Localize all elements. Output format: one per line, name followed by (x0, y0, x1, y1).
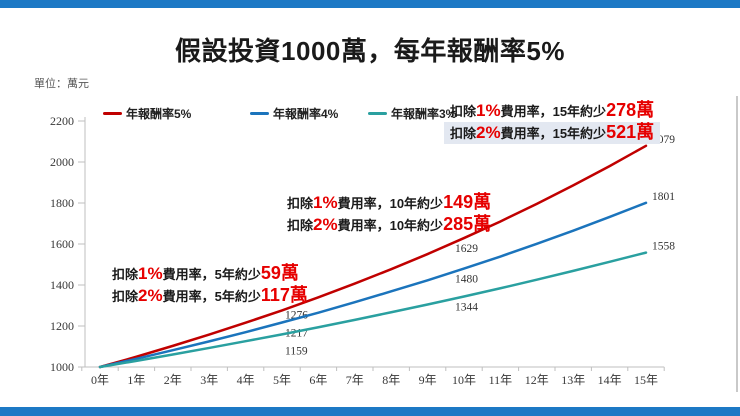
annotation-line: 扣除2%費用率，15年約少521萬 (444, 122, 661, 144)
svg-text:11年: 11年 (489, 373, 513, 387)
page-title: 假設投資1000萬，每年報酬率5% (175, 36, 565, 66)
annotation-segment: 扣除 (287, 218, 314, 233)
svg-text:1801: 1801 (652, 191, 675, 203)
svg-text:0年: 0年 (91, 373, 109, 387)
annotation-segment: 費用率，5年約少 (162, 267, 261, 282)
legend-item: 年報酬率3% (368, 105, 456, 121)
unit-label: 單位：萬元 (34, 78, 89, 90)
annotation-line: 扣除1%費用率，10年約少149萬 (287, 192, 491, 214)
svg-text:10年: 10年 (452, 373, 476, 387)
svg-text:6年: 6年 (309, 373, 327, 387)
annotation-segment: 扣除 (450, 126, 477, 141)
svg-text:7年: 7年 (346, 373, 364, 387)
legend-label: 年報酬率4% (273, 106, 339, 121)
svg-text:1629: 1629 (455, 243, 478, 255)
annotation-segment: 費用率，15年約少 (500, 104, 607, 119)
annotation-group: 扣除1%費用率，10年約少149萬 扣除2%費用率，10年約少285萬 (287, 192, 491, 236)
annotation-group: 扣除1%費用率，5年約少59萬 扣除2%費用率，5年約少117萬 (112, 263, 308, 307)
svg-text:1600: 1600 (50, 237, 74, 251)
annotation-group: 扣除1%費用率，15年約少278萬 扣除2%費用率，15年約少521萬 (444, 100, 661, 144)
svg-text:1217: 1217 (285, 328, 308, 340)
right-border-line (736, 96, 738, 392)
annotation-segment: 扣除 (450, 104, 477, 119)
annotation-segment: 扣除 (112, 267, 139, 282)
svg-text:1276: 1276 (285, 309, 308, 321)
annotation-segment: 149萬 (443, 192, 492, 212)
svg-text:3年: 3年 (200, 373, 218, 387)
svg-text:1000: 1000 (50, 360, 74, 374)
top-accent-bar (0, 0, 740, 8)
svg-text:8年: 8年 (382, 373, 400, 387)
svg-text:1558: 1558 (652, 241, 675, 253)
annotation-segment: 扣除 (112, 289, 139, 304)
svg-text:13年: 13年 (561, 373, 585, 387)
svg-text:12年: 12年 (525, 373, 549, 387)
annotation-segment: 278萬 (606, 100, 655, 120)
svg-text:4年: 4年 (237, 373, 255, 387)
svg-text:1800: 1800 (50, 196, 74, 210)
svg-text:1344: 1344 (455, 301, 478, 313)
legend-swatch-icon (250, 111, 269, 115)
svg-text:14年: 14年 (598, 373, 622, 387)
annotation-segment: 費用率，10年約少 (337, 196, 444, 211)
annotation-segment: 費用率，5年約少 (162, 289, 261, 304)
annotation-segment: 117萬 (260, 285, 308, 305)
legend-item: 年報酬率4% (250, 105, 338, 121)
annotation-segment: 費用率，10年約少 (337, 218, 444, 233)
bottom-accent-bar (0, 407, 740, 416)
svg-text:5年: 5年 (273, 373, 291, 387)
legend-label: 年報酬率3% (391, 106, 457, 121)
legend-item: 年報酬率5% (103, 105, 191, 121)
annotation-segment: 2% (313, 215, 338, 234)
annotation-segment: 285萬 (443, 214, 492, 234)
svg-text:1年: 1年 (127, 373, 145, 387)
annotation-line: 扣除2%費用率，5年約少117萬 (112, 285, 308, 307)
svg-text:2000: 2000 (50, 155, 74, 169)
svg-text:15年: 15年 (634, 373, 658, 387)
annotation-segment: 1% (313, 193, 338, 212)
svg-text:1400: 1400 (50, 278, 74, 292)
annotation-segment: 521萬 (606, 122, 655, 142)
annotation-segment: 2% (138, 286, 163, 305)
svg-text:1480: 1480 (455, 274, 478, 286)
legend-swatch-icon (368, 111, 387, 115)
annotation-segment: 1% (476, 101, 501, 120)
svg-text:1200: 1200 (50, 319, 74, 333)
legend-label: 年報酬率5% (126, 106, 192, 121)
svg-text:9年: 9年 (419, 373, 437, 387)
svg-text:1159: 1159 (285, 345, 308, 357)
legend-swatch-icon (103, 111, 122, 115)
annotation-segment: 扣除 (287, 196, 314, 211)
annotation-line: 扣除2%費用率，10年約少285萬 (287, 214, 491, 236)
annotation-segment: 59萬 (260, 263, 299, 283)
annotation-segment: 費用率，15年約少 (500, 126, 607, 141)
annotation-line: 扣除1%費用率，5年約少59萬 (112, 263, 299, 285)
annotation-segment: 1% (138, 264, 163, 283)
annotation-segment: 2% (476, 123, 501, 142)
chart-legend: 年報酬率5% 年報酬率4% 年報酬率3% (0, 105, 740, 123)
svg-text:2年: 2年 (164, 373, 182, 387)
annotation-line: 扣除1%費用率，15年約少278萬 (450, 100, 654, 122)
